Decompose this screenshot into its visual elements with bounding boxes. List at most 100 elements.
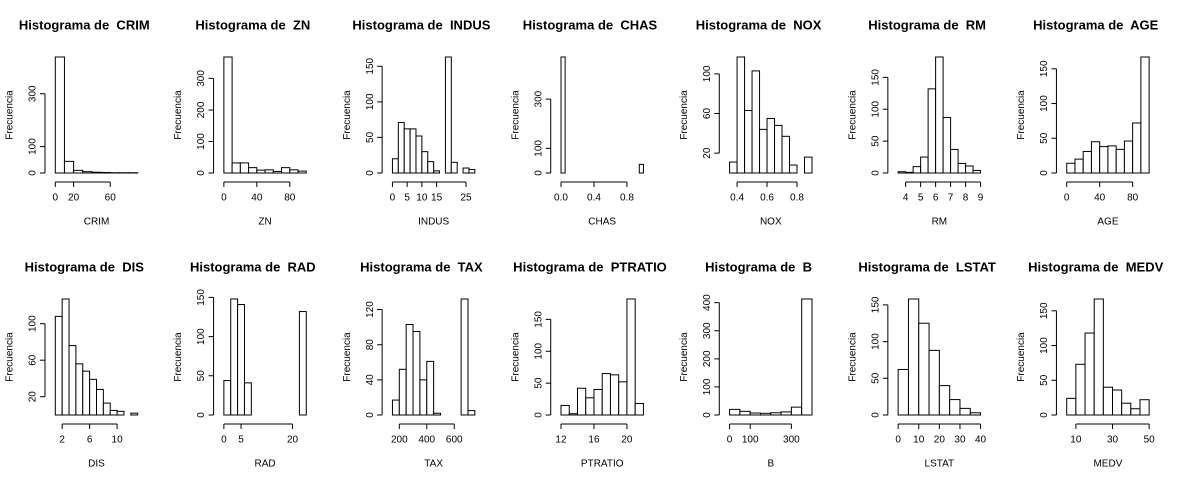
- bar: [1140, 400, 1149, 415]
- chart-title: Histograma de RAD: [190, 259, 316, 274]
- bar: [1103, 387, 1112, 415]
- bar: [908, 299, 918, 415]
- bar: [290, 170, 298, 173]
- x-tick-label: 2: [59, 435, 65, 446]
- y-tick-label: 150: [1039, 60, 1050, 77]
- x-tick-label: 20: [68, 193, 80, 204]
- y-axis-label: Frecuencia: [342, 332, 353, 382]
- x-axis-label: RAD: [255, 459, 276, 470]
- bar: [1124, 141, 1132, 173]
- x-tick-label: 30: [1107, 435, 1119, 446]
- x-tick-label: 0: [53, 193, 59, 204]
- y-tick-label: 0: [870, 170, 881, 176]
- y-tick-label: 300: [28, 85, 39, 102]
- bar: [83, 172, 92, 173]
- x-tick-label: 40: [251, 193, 263, 204]
- bar: [232, 163, 240, 173]
- bar: [420, 380, 427, 415]
- bar: [55, 316, 62, 415]
- y-axis-label: Frecuencia: [510, 90, 521, 140]
- bar: [771, 413, 781, 415]
- bar: [929, 350, 939, 415]
- y-tick-label: 100: [1039, 337, 1050, 354]
- bar: [131, 413, 138, 415]
- y-tick-label: 100: [28, 315, 39, 332]
- bar: [577, 388, 585, 415]
- chart-title: Histograma de AGE: [1033, 17, 1159, 32]
- bar: [730, 409, 740, 415]
- y-tick-label: 100: [365, 93, 376, 110]
- bar: [1085, 333, 1094, 415]
- bar: [398, 122, 404, 173]
- bar: [299, 312, 306, 415]
- y-axis-label: Frecuencia: [847, 90, 858, 140]
- x-tick-label: 80: [1127, 193, 1139, 204]
- y-tick-label: 40: [365, 374, 376, 386]
- bar: [752, 71, 759, 173]
- y-tick-label: 150: [870, 69, 881, 86]
- histogram-panel: Histograma de PTRATIOPTRATIOFrecuencia12…: [510, 259, 666, 469]
- chart-title: Histograma de LSTAT: [858, 259, 996, 274]
- bar: [1091, 142, 1099, 173]
- bar: [936, 57, 943, 173]
- bar: [906, 172, 913, 173]
- x-tick-label: 20: [621, 435, 633, 446]
- bar: [399, 369, 406, 415]
- bar: [224, 381, 231, 415]
- y-tick-label: 150: [533, 311, 544, 328]
- bar: [569, 414, 577, 415]
- bar: [64, 161, 73, 173]
- bar: [760, 129, 767, 173]
- y-tick-label: 0: [1039, 170, 1050, 176]
- y-tick-label: 100: [28, 138, 39, 155]
- y-tick-label: 150: [870, 296, 881, 313]
- bar: [1116, 149, 1124, 173]
- x-tick-label: 40: [1094, 193, 1106, 204]
- bar: [594, 390, 602, 415]
- y-tick-label: 20: [28, 391, 39, 403]
- x-axis-label: INDUS: [418, 217, 449, 228]
- bar: [413, 332, 420, 415]
- x-tick-label: 60: [105, 193, 117, 204]
- bar: [90, 379, 97, 415]
- y-tick-label: 0: [196, 412, 207, 418]
- bar: [802, 299, 812, 415]
- y-axis-label: Frecuencia: [847, 332, 858, 382]
- bar: [913, 167, 920, 173]
- bar: [782, 136, 789, 173]
- bar: [392, 159, 398, 173]
- bar: [602, 374, 610, 415]
- y-tick-label: 200: [196, 101, 207, 118]
- y-tick-label: 100: [1039, 95, 1050, 112]
- bar: [1122, 403, 1131, 415]
- bar: [434, 413, 441, 415]
- y-tick-label: 60: [28, 354, 39, 366]
- x-tick-label: 50: [1144, 435, 1156, 446]
- bar: [960, 408, 970, 415]
- y-tick-label: 0: [365, 170, 376, 176]
- bar: [740, 411, 750, 415]
- x-tick-label: 20: [934, 435, 946, 446]
- y-tick-label: 100: [533, 140, 544, 157]
- x-axis-label: MEDV: [1093, 459, 1122, 470]
- x-axis-label: ZN: [258, 217, 271, 228]
- bar: [966, 166, 973, 173]
- y-tick-label: 100: [533, 342, 544, 359]
- bar: [298, 171, 306, 173]
- x-tick-label: 0: [221, 193, 227, 204]
- bar: [1067, 398, 1076, 415]
- y-axis-label: Frecuencia: [173, 332, 184, 382]
- bar: [745, 111, 752, 173]
- bar: [231, 299, 238, 415]
- x-tick-label: 0.8: [620, 193, 634, 204]
- bar: [635, 404, 643, 415]
- x-axis-label: RM: [932, 217, 948, 228]
- bar: [445, 57, 451, 173]
- x-axis-label: PTRATIO: [581, 459, 624, 470]
- bar: [224, 57, 232, 173]
